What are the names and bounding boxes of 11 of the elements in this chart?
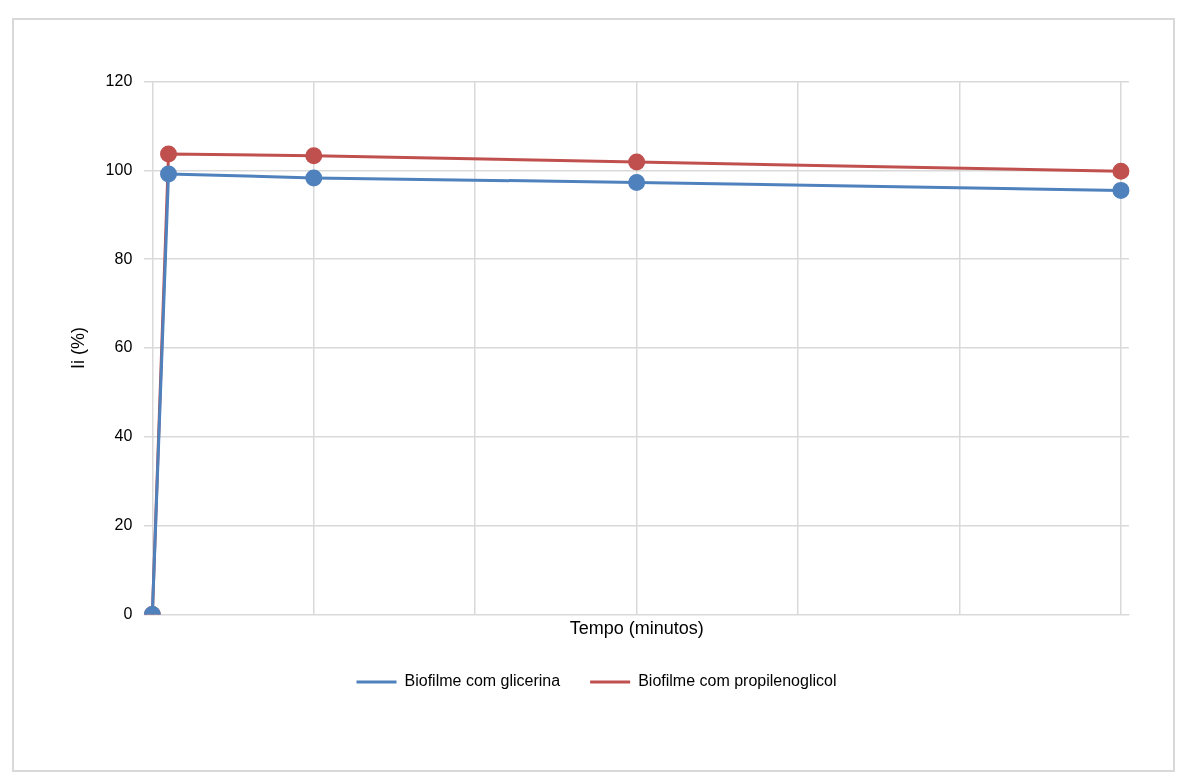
y-tick-label: 100 xyxy=(105,160,133,178)
y-tick-label: 0 xyxy=(123,604,133,622)
y-tick-label: 20 xyxy=(114,516,133,534)
legend-label: Biofilme com glicerina xyxy=(404,672,561,690)
x-axis-title: Tempo (minutos) xyxy=(569,618,704,639)
y-tick-label: 40 xyxy=(114,427,133,445)
legend-label: Biofilme com propilenoglicol xyxy=(638,672,837,690)
y-axis-title: Ii (%) xyxy=(67,327,88,369)
y-tick-label: 120 xyxy=(105,72,133,90)
y-tick-label: 60 xyxy=(114,338,133,356)
y-tick-label: 80 xyxy=(114,249,133,267)
